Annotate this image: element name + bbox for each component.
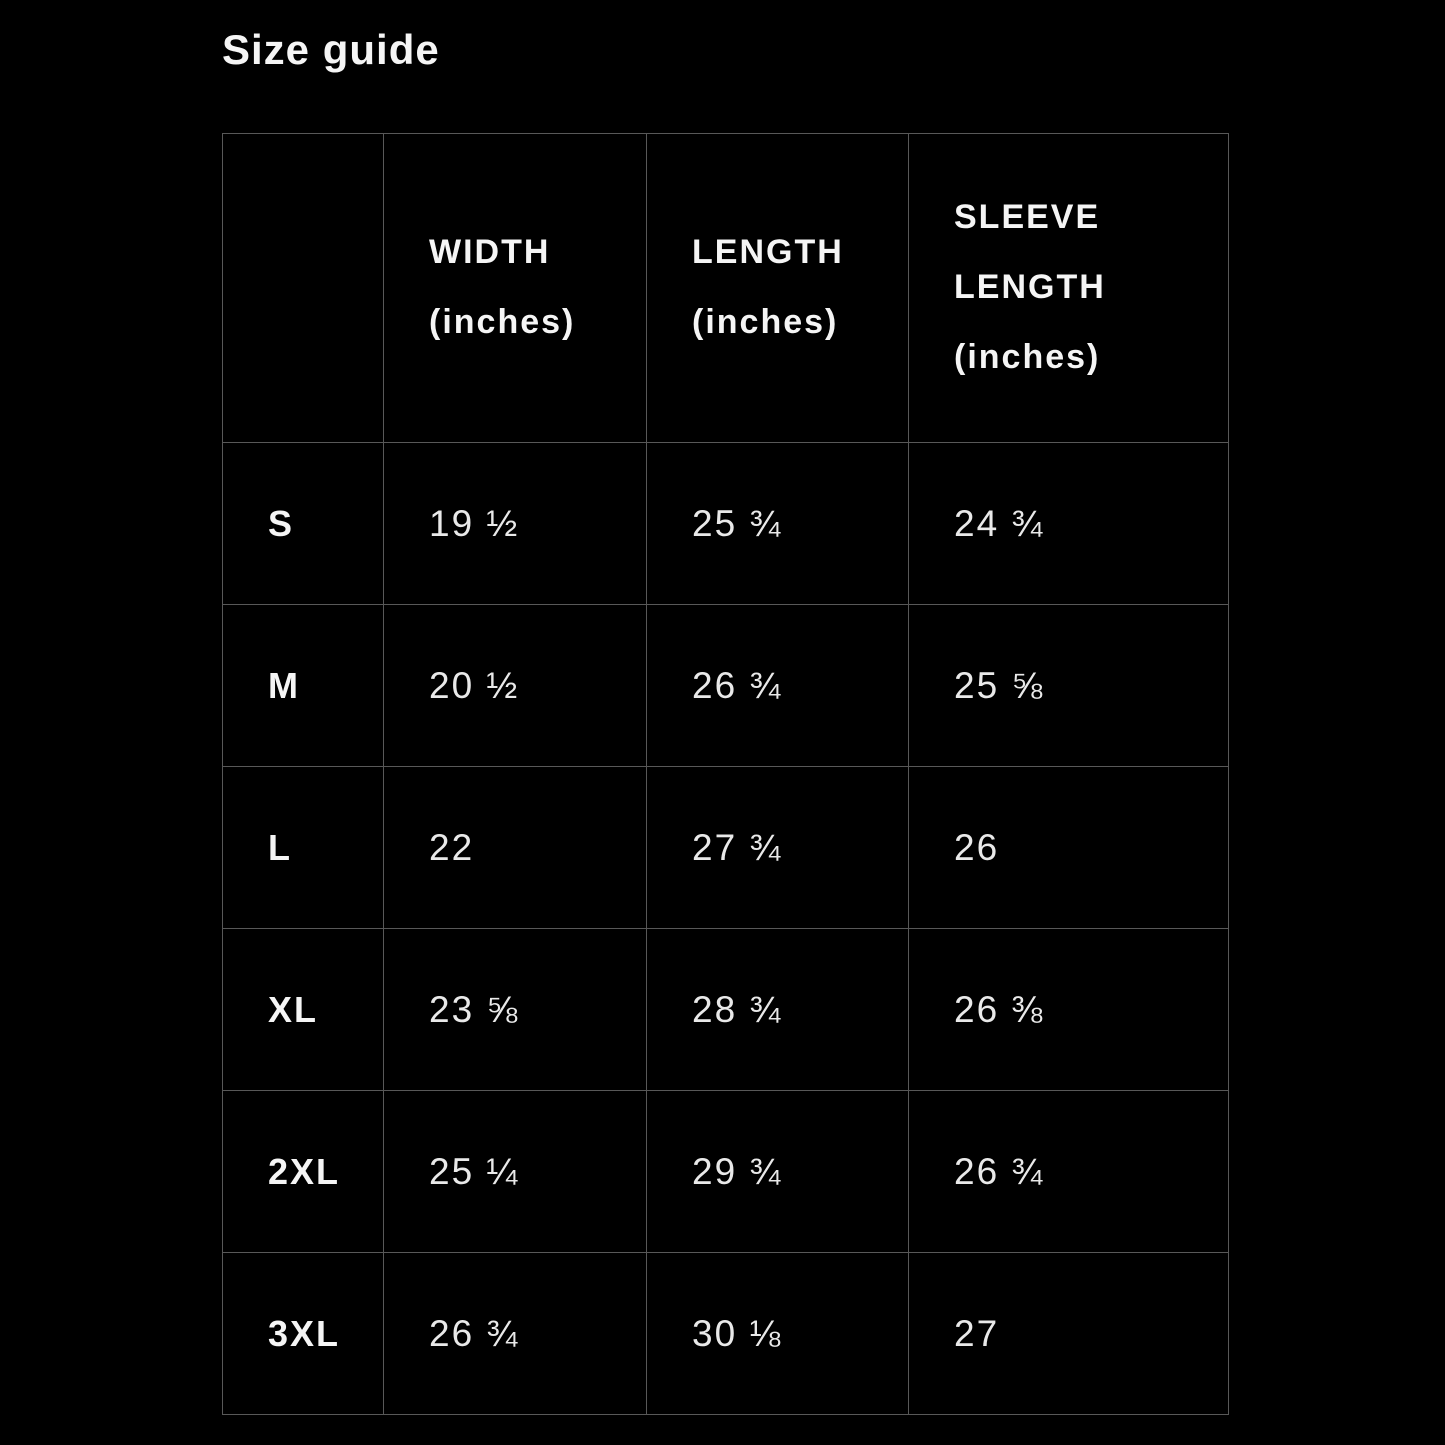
sleeve-length-cell: 26 ¾ — [908, 1090, 1229, 1253]
sleeve-length-header: SLEEVE LENGTH (inches) — [908, 133, 1229, 443]
sleeve-length-header-label: SLEEVE LENGTH — [954, 198, 1106, 307]
page-title: Size guide — [222, 26, 440, 73]
size-cell: 2XL — [222, 1090, 384, 1253]
table-row: XL 23 ⅝ 28 ¾ 26 ⅜ — [222, 928, 1229, 1091]
size-guide-table: WIDTH (inches) LENGTH (inches) SLEEVE LE… — [222, 133, 1229, 1415]
size-cell: S — [222, 442, 384, 605]
table-row: 2XL 25 ¼ 29 ¾ 26 ¾ — [222, 1090, 1229, 1253]
sleeve-length-cell: 24 ¾ — [908, 442, 1229, 605]
width-cell: 20 ½ — [383, 604, 647, 767]
width-cell: 23 ⅝ — [383, 928, 647, 1091]
sleeve-length-header-unit: (inches) — [954, 337, 1101, 376]
length-cell: 28 ¾ — [646, 928, 909, 1091]
length-cell: 26 ¾ — [646, 604, 909, 767]
width-cell: 22 — [383, 766, 647, 929]
width-cell: 25 ¼ — [383, 1090, 647, 1253]
table-row: L 22 27 ¾ 26 — [222, 766, 1229, 929]
sleeve-length-cell: 25 ⅝ — [908, 604, 1229, 767]
size-cell: M — [222, 604, 384, 767]
corner-cell — [222, 133, 384, 443]
sleeve-length-cell: 27 — [908, 1252, 1229, 1415]
sleeve-length-cell: 26 — [908, 766, 1229, 929]
width-header-label: WIDTH — [429, 233, 551, 272]
size-cell: L — [222, 766, 384, 929]
width-header: WIDTH (inches) — [383, 133, 647, 443]
table-header-row: WIDTH (inches) LENGTH (inches) SLEEVE LE… — [222, 133, 1229, 443]
width-cell: 19 ½ — [383, 442, 647, 605]
width-header-unit: (inches) — [429, 303, 576, 341]
length-cell: 30 ⅛ — [646, 1252, 909, 1415]
table-row: S 19 ½ 25 ¾ 24 ¾ — [222, 442, 1229, 605]
length-cell: 25 ¾ — [646, 442, 909, 605]
length-header-label: LENGTH — [692, 233, 844, 272]
sleeve-length-cell: 26 ⅜ — [908, 928, 1229, 1091]
length-cell: 29 ¾ — [646, 1090, 909, 1253]
length-header: LENGTH (inches) — [646, 133, 909, 443]
size-cell: 3XL — [222, 1252, 384, 1415]
table-row: 3XL 26 ¾ 30 ⅛ 27 — [222, 1252, 1229, 1415]
table-row: M 20 ½ 26 ¾ 25 ⅝ — [222, 604, 1229, 767]
length-cell: 27 ¾ — [646, 766, 909, 929]
width-cell: 26 ¾ — [383, 1252, 647, 1415]
size-cell: XL — [222, 928, 384, 1091]
length-header-unit: (inches) — [692, 303, 839, 341]
